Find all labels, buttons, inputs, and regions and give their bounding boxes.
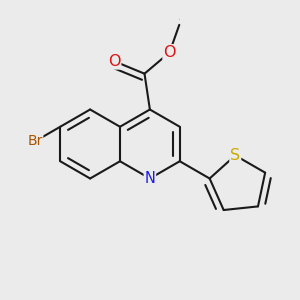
Text: S: S: [230, 148, 240, 163]
Text: O: O: [108, 54, 120, 69]
Text: N: N: [144, 171, 155, 186]
Text: Br: Br: [27, 134, 43, 148]
Text: O: O: [163, 45, 176, 60]
